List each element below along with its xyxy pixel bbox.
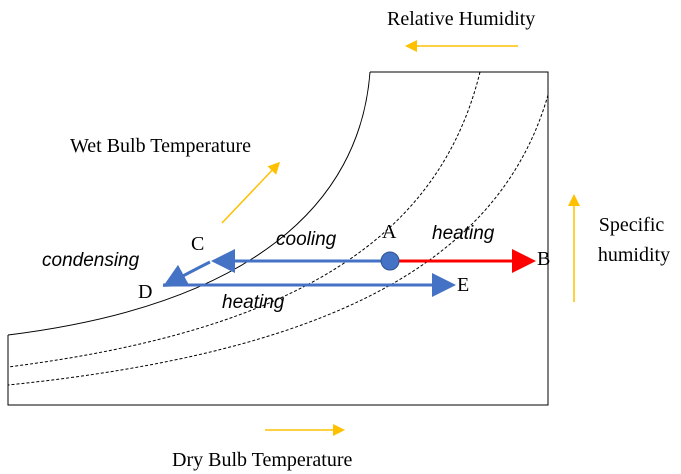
frame bbox=[7, 71, 549, 406]
axis-label: Relative Humidity bbox=[387, 8, 535, 30]
rh-curve bbox=[7, 71, 481, 368]
point-label: C bbox=[191, 233, 204, 255]
point-label: E bbox=[457, 274, 469, 296]
arrow bbox=[221, 161, 281, 224]
label-line: Specific bbox=[599, 214, 665, 236]
axis-label: Dry Bulb Temperature bbox=[172, 449, 353, 471]
axis-arrows bbox=[221, 40, 580, 436]
process-label: cooling bbox=[276, 229, 337, 250]
point-label: A bbox=[382, 221, 397, 243]
process-label: heating bbox=[222, 292, 285, 313]
rh-curve bbox=[7, 94, 549, 386]
label-line: humidity bbox=[598, 244, 670, 266]
point-label: B bbox=[537, 248, 550, 270]
process-label: heating bbox=[432, 223, 495, 244]
axis-label: Specific humidity bbox=[598, 214, 670, 266]
chart-frame bbox=[7, 71, 549, 406]
point-label: D bbox=[138, 281, 152, 303]
process-label: condensing bbox=[42, 250, 140, 271]
arrow bbox=[162, 260, 211, 287]
saturation-curve bbox=[7, 71, 371, 336]
state-point bbox=[380, 251, 400, 271]
axis-label: Wet Bulb Temperature bbox=[70, 135, 251, 157]
process-arrows bbox=[162, 249, 536, 297]
